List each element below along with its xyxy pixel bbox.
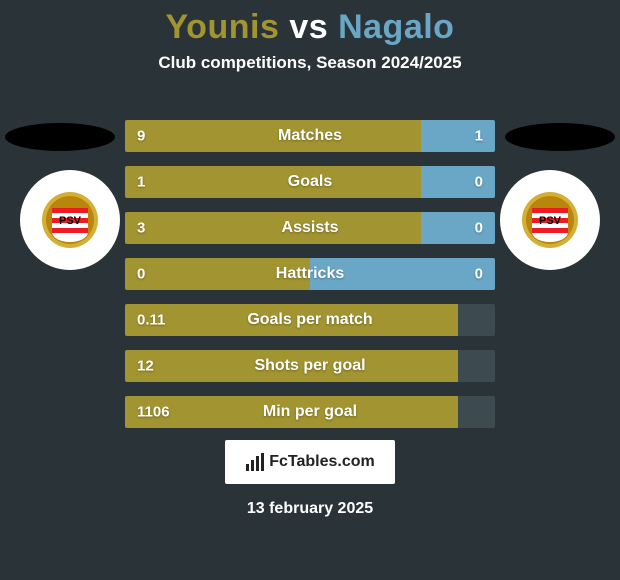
barchart-icon [245, 452, 265, 472]
stat-bar-right [421, 120, 495, 152]
stat-bar-left [125, 212, 421, 244]
stat-value-right: 0 [475, 220, 483, 237]
stat-value-left: 1106 [137, 404, 170, 421]
stat-row: 0.11 Goals per match [125, 304, 495, 336]
fctables-logo: FcTables.com [225, 440, 395, 484]
stat-label: Goals per match [247, 311, 372, 329]
player1-shadow [5, 123, 115, 151]
player2-shadow [505, 123, 615, 151]
stat-label: Matches [278, 127, 342, 145]
stats-container: 9 1 Matches 1 0 Goals 3 0 Assists 0 0 Hattricks 0.11… [125, 120, 495, 442]
stat-value-left: 0.11 [137, 312, 165, 329]
comparison-title: Younis vs Nagalo [0, 0, 620, 47]
stat-bar-right [421, 212, 495, 244]
vs-separator: vs [289, 8, 328, 46]
psv-crest-icon: PSV [40, 190, 100, 250]
psv-crest-icon: PSV [520, 190, 580, 250]
stat-row: 1 0 Goals [125, 166, 495, 198]
stat-row: 12 Shots per goal [125, 350, 495, 382]
stat-label: Hattricks [276, 265, 344, 283]
player1-name: Younis [166, 8, 280, 46]
stat-value-left: 9 [137, 128, 145, 145]
player2-crest: PSV [500, 170, 600, 270]
stat-value-left: 0 [137, 266, 145, 283]
player2-name: Nagalo [338, 8, 454, 46]
player1-crest: PSV [20, 170, 120, 270]
stat-bar-left [125, 120, 421, 152]
stat-value-left: 3 [137, 220, 145, 237]
stat-value-right: 0 [475, 174, 483, 191]
stat-bar-left [125, 166, 421, 198]
stat-row: 9 1 Matches [125, 120, 495, 152]
stat-label: Assists [282, 219, 339, 237]
stat-row: 0 0 Hattricks [125, 258, 495, 290]
stat-label: Goals [288, 173, 332, 191]
stat-row: 3 0 Assists [125, 212, 495, 244]
stat-value-right: 0 [475, 266, 483, 283]
stat-label: Min per goal [263, 403, 357, 421]
fctables-text: FcTables.com [269, 453, 375, 471]
stat-value-left: 1 [137, 174, 145, 191]
stat-label: Shots per goal [254, 357, 365, 375]
subtitle: Club competitions, Season 2024/2025 [0, 53, 620, 73]
svg-text:PSV: PSV [59, 215, 82, 227]
stat-value-left: 12 [137, 358, 154, 375]
stat-bar-right [421, 166, 495, 198]
svg-text:PSV: PSV [539, 215, 562, 227]
date: 13 february 2025 [247, 500, 373, 518]
stat-row: 1106 Min per goal [125, 396, 495, 428]
stat-value-right: 1 [475, 128, 483, 145]
